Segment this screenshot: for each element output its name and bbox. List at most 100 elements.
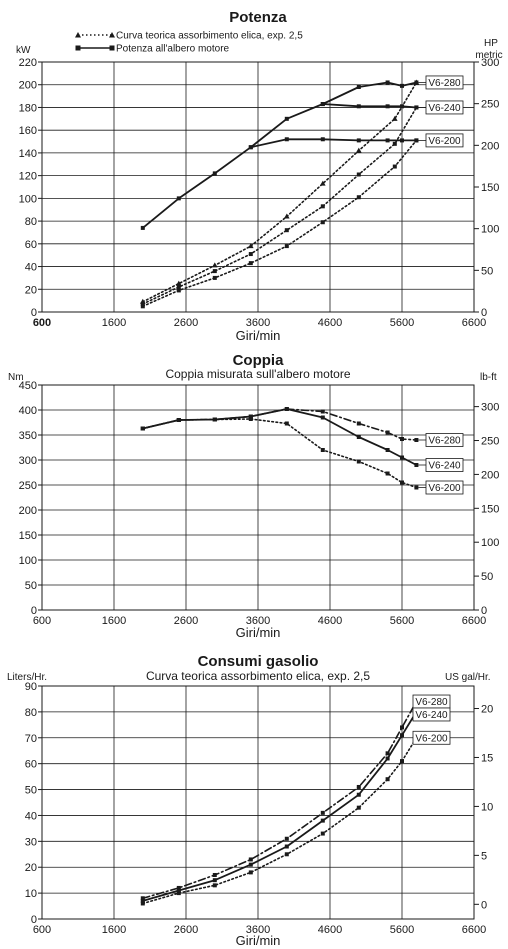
y-tick-label: 60 <box>25 239 37 251</box>
data-point-square <box>414 105 419 110</box>
data-point-square <box>284 407 289 411</box>
series-label-box <box>425 433 464 447</box>
data-point-square <box>385 756 390 761</box>
data-point-square <box>212 878 217 883</box>
data-point-square <box>176 196 181 201</box>
data-point-square <box>140 901 145 906</box>
data-point-square <box>176 288 181 293</box>
data-point-square <box>248 857 253 862</box>
y-tick-label: 200 <box>19 505 37 517</box>
power-chart-legend: Curva teorica assorbimento elica, exp. 2… <box>75 31 303 55</box>
x-tick-label: 1600 <box>102 317 126 329</box>
series-line <box>142 736 418 905</box>
data-point-square <box>248 252 253 257</box>
y-tick-label: 40 <box>25 262 37 274</box>
data-point-square <box>212 872 217 877</box>
power-y-unit-right-line2: metric <box>475 50 502 61</box>
data-point-square <box>400 104 404 109</box>
x-tick-label: 1600 <box>102 924 126 936</box>
data-point-square <box>385 777 390 782</box>
x-tick-label: 600 <box>33 317 51 329</box>
fuel-chart-title: Consumi gasolio <box>198 653 319 670</box>
legend-marker-square <box>75 45 81 51</box>
data-point-square <box>248 862 253 867</box>
y2-tick-label: 15 <box>481 752 493 764</box>
x-tick-label: 4600 <box>318 924 342 936</box>
y-tick-label: 70 <box>25 733 37 745</box>
y-tick-label: 20 <box>25 862 37 874</box>
power-y-unit-left: kW <box>16 45 31 56</box>
y-tick-label: 80 <box>25 707 37 719</box>
data-point-square <box>284 421 289 426</box>
y-tick-label: 50 <box>25 580 37 592</box>
y-tick-label: 100 <box>19 555 37 567</box>
x-tick-label: 600 <box>33 615 51 627</box>
data-point-square <box>284 116 289 121</box>
y2-tick-label: 150 <box>481 503 499 515</box>
y-tick-label: 350 <box>19 430 37 442</box>
data-point-square <box>140 896 145 901</box>
y-tick-label: 60 <box>25 759 37 771</box>
torque-chart-subtitle: Coppia misurata sull'albero motore <box>165 367 350 381</box>
series-line <box>249 138 418 149</box>
data-point-square <box>356 104 361 109</box>
data-point-square <box>385 751 390 756</box>
data-point-square <box>414 463 419 467</box>
series-end-label: V6-200 <box>428 483 461 494</box>
x-tick-label: 4600 <box>318 615 342 627</box>
data-point-square <box>212 417 217 422</box>
series-v6-280 <box>140 699 419 901</box>
data-point-square <box>356 85 361 89</box>
data-point-square <box>284 852 289 857</box>
y-tick-label: 200 <box>19 80 37 92</box>
series-v6-240-propeller <box>140 105 419 307</box>
y-tick-label: 250 <box>19 480 37 492</box>
y2-tick-label: 250 <box>481 99 499 111</box>
x-tick-label: 5600 <box>390 317 414 329</box>
torque-chart-title: Coppia <box>233 352 284 369</box>
data-point-square <box>140 304 145 309</box>
data-point-square <box>385 430 390 435</box>
y2-tick-label: 50 <box>481 265 493 277</box>
y-tick-label: 80 <box>25 216 37 228</box>
power-plot-frame <box>41 61 475 313</box>
data-point-square <box>320 204 325 209</box>
series-v6-240 <box>140 709 419 903</box>
data-point-square <box>400 759 404 764</box>
data-point-square <box>140 426 145 431</box>
data-point-triangle <box>176 280 182 286</box>
data-point-square <box>356 138 361 143</box>
y-tick-label: 220 <box>19 57 37 69</box>
data-point-square <box>400 138 404 143</box>
y2-tick-label: 100 <box>481 537 499 549</box>
data-point-square <box>176 285 181 289</box>
data-point-square <box>212 269 217 274</box>
data-point-triangle <box>248 243 254 249</box>
legend-marker-triangle <box>75 32 81 38</box>
series-end-label: V6-240 <box>415 710 448 721</box>
torque-plot-frame <box>41 384 475 611</box>
data-point-square <box>248 417 253 421</box>
y2-tick-label: 0 <box>481 307 487 319</box>
data-point-square <box>284 228 289 233</box>
series-v6-200 <box>140 417 419 490</box>
x-tick-label: 3600 <box>246 924 270 936</box>
fuel-y-unit-left: Liters/Hr. <box>7 672 47 683</box>
data-point-square <box>385 138 390 143</box>
legend-item-propeller: Curva teorica assorbimento elica, exp. 2… <box>75 31 303 42</box>
data-point-square <box>356 435 361 439</box>
x-tick-label: 2600 <box>174 615 198 627</box>
y2-tick-label: 50 <box>481 571 493 583</box>
y2-tick-label: 300 <box>481 57 499 69</box>
y2-tick-label: 150 <box>481 182 499 194</box>
y2-tick-label: 200 <box>481 140 499 152</box>
y-tick-label: 300 <box>19 455 37 467</box>
x-tick-label: 1600 <box>102 615 126 627</box>
data-point-square <box>414 438 419 442</box>
y2-tick-label: 250 <box>481 436 499 448</box>
series-end-label: V6-280 <box>428 78 461 89</box>
data-point-square <box>176 891 181 896</box>
series-v6-280 <box>140 407 419 442</box>
data-point-square <box>356 459 361 464</box>
torque-x-axis-label: Giri/min <box>236 625 281 640</box>
